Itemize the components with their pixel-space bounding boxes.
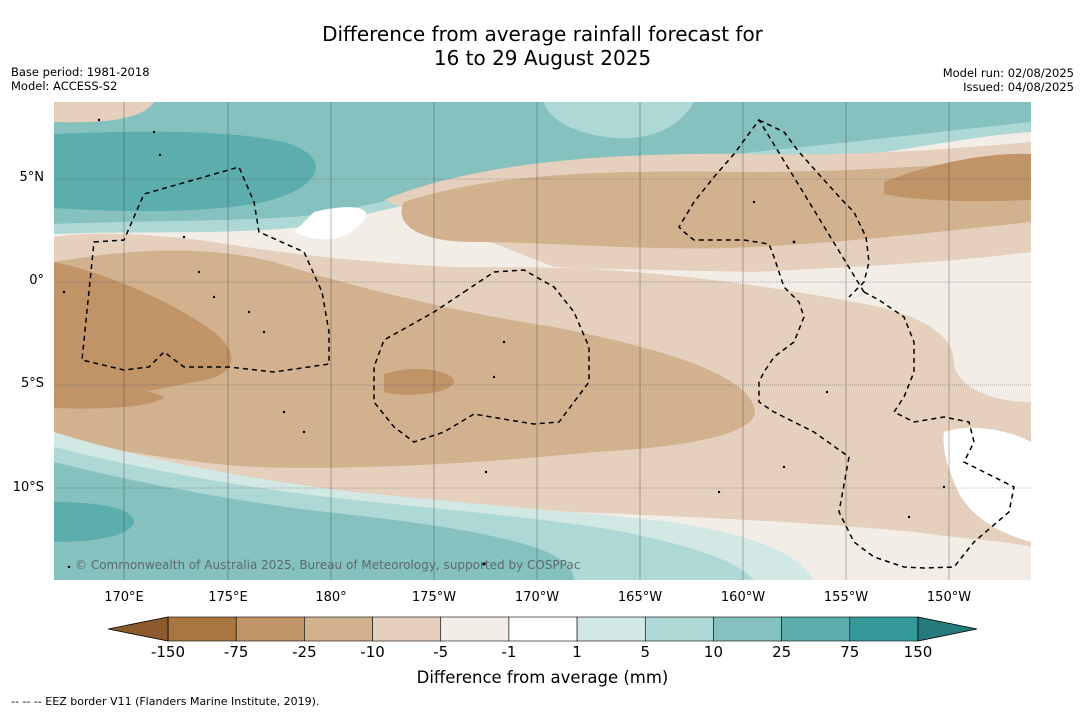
title-line-1: Difference from average rainfall forecas…: [322, 22, 763, 46]
lon-label-155w: 155°W: [823, 590, 869, 605]
model-text: Model: ACCESS-S2: [11, 79, 118, 93]
dry-belt-25-south: [54, 250, 755, 468]
north-wet-75-blob: [54, 131, 317, 212]
colorbar-cell: [235, 616, 305, 642]
colorbar-cell: [576, 616, 646, 642]
title-line-2: 16 to 29 August 2025: [433, 46, 652, 70]
map-title: Difference from average rainfall forecas…: [0, 22, 1085, 70]
base-period-text: Base period: 1981-2018: [11, 65, 150, 79]
colorbar-extend-high: [917, 616, 978, 642]
colorbar-cell: [167, 616, 237, 642]
dry-belt-25: [401, 158, 1031, 249]
dry-75-center-blob: [384, 368, 454, 395]
eez-legend-note: -- -- -- EEZ border V11 (Flanders Marine…: [11, 695, 320, 708]
colorbar-tick-label: 5: [640, 643, 651, 661]
colorbar-extend-low: [108, 616, 169, 642]
north-white-gap: [294, 207, 367, 240]
lat-label-10s: 10°S: [12, 480, 44, 495]
north-wet-10-blob: [544, 102, 694, 139]
colorbar-tick-label: -10: [360, 643, 385, 661]
lat-label-5n: 5°N: [19, 170, 45, 185]
rainfall-map[interactable]: [54, 102, 1031, 580]
colorbar-tick-label: -25: [292, 643, 317, 661]
lon-label-175w: 175°W: [411, 590, 457, 605]
lon-label-160w: 160°W: [720, 590, 766, 605]
colorbar-cell: [644, 616, 714, 642]
islands: [62, 118, 946, 569]
lon-label-170e: 170°E: [104, 590, 144, 605]
copyright-notice: © Commonwealth of Australia 2025, Bureau…: [75, 558, 581, 572]
colorbar-cell: [304, 616, 373, 642]
colorbar-title: Difference from average (mm): [416, 668, 669, 687]
colorbar-tick-label: -1: [501, 643, 517, 661]
eez-kiribati-west: [81, 166, 330, 373]
colorbar-tick-label: -150: [150, 643, 186, 661]
model-run-text: Model run: 02/08/2025: [942, 66, 1074, 80]
lon-label-175e: 175°E: [208, 590, 248, 605]
north-dry-patch: [54, 102, 154, 123]
graticule: [54, 102, 1031, 580]
colorbar-tick-label: 10: [703, 643, 723, 661]
lat-label-5s: 5°S: [20, 376, 44, 391]
lon-label-180: 180°: [315, 590, 347, 605]
lon-label-150w: 150°W: [926, 590, 972, 605]
colorbar-tick-label: 150: [903, 643, 933, 661]
colorbar-tick-label: 1: [572, 643, 582, 661]
colorbar-cell: [372, 616, 442, 642]
dry-75-east: [884, 153, 1031, 202]
run-info: Model run: 02/08/2025 Issued: 04/08/2025: [943, 66, 1074, 94]
colorbar-tick-label: -75: [223, 643, 249, 661]
colorbar-cell: [508, 616, 578, 642]
eez-line-islands: [678, 118, 1015, 569]
south-wet-25-band: [54, 462, 574, 580]
colorbar: [108, 616, 978, 642]
south-east-white-gap: [943, 427, 1031, 542]
colorbar-cell: [440, 616, 510, 642]
colorbar-cell: [781, 616, 851, 642]
lat-label-0: 0°: [29, 273, 44, 288]
dry-75-west-south: [54, 385, 164, 409]
eez-borders: [81, 118, 1015, 569]
colorbar-cell: [849, 616, 919, 642]
colorbar-tick-label: -5: [433, 643, 449, 661]
colorbar-cell: [713, 616, 782, 642]
lon-label-165w: 165°W: [617, 590, 663, 605]
issued-text: Issued: 04/08/2025: [963, 80, 1074, 94]
south-wet-75-blob: [54, 502, 134, 542]
colorbar-tick-label: 25: [772, 643, 792, 661]
base-info: Base period: 1981-2018 Model: ACCESS-S2: [11, 65, 150, 93]
dry-75-west: [54, 262, 232, 407]
lon-label-170w: 170°W: [514, 590, 560, 605]
colorbar-tick-label: 75: [840, 643, 860, 661]
